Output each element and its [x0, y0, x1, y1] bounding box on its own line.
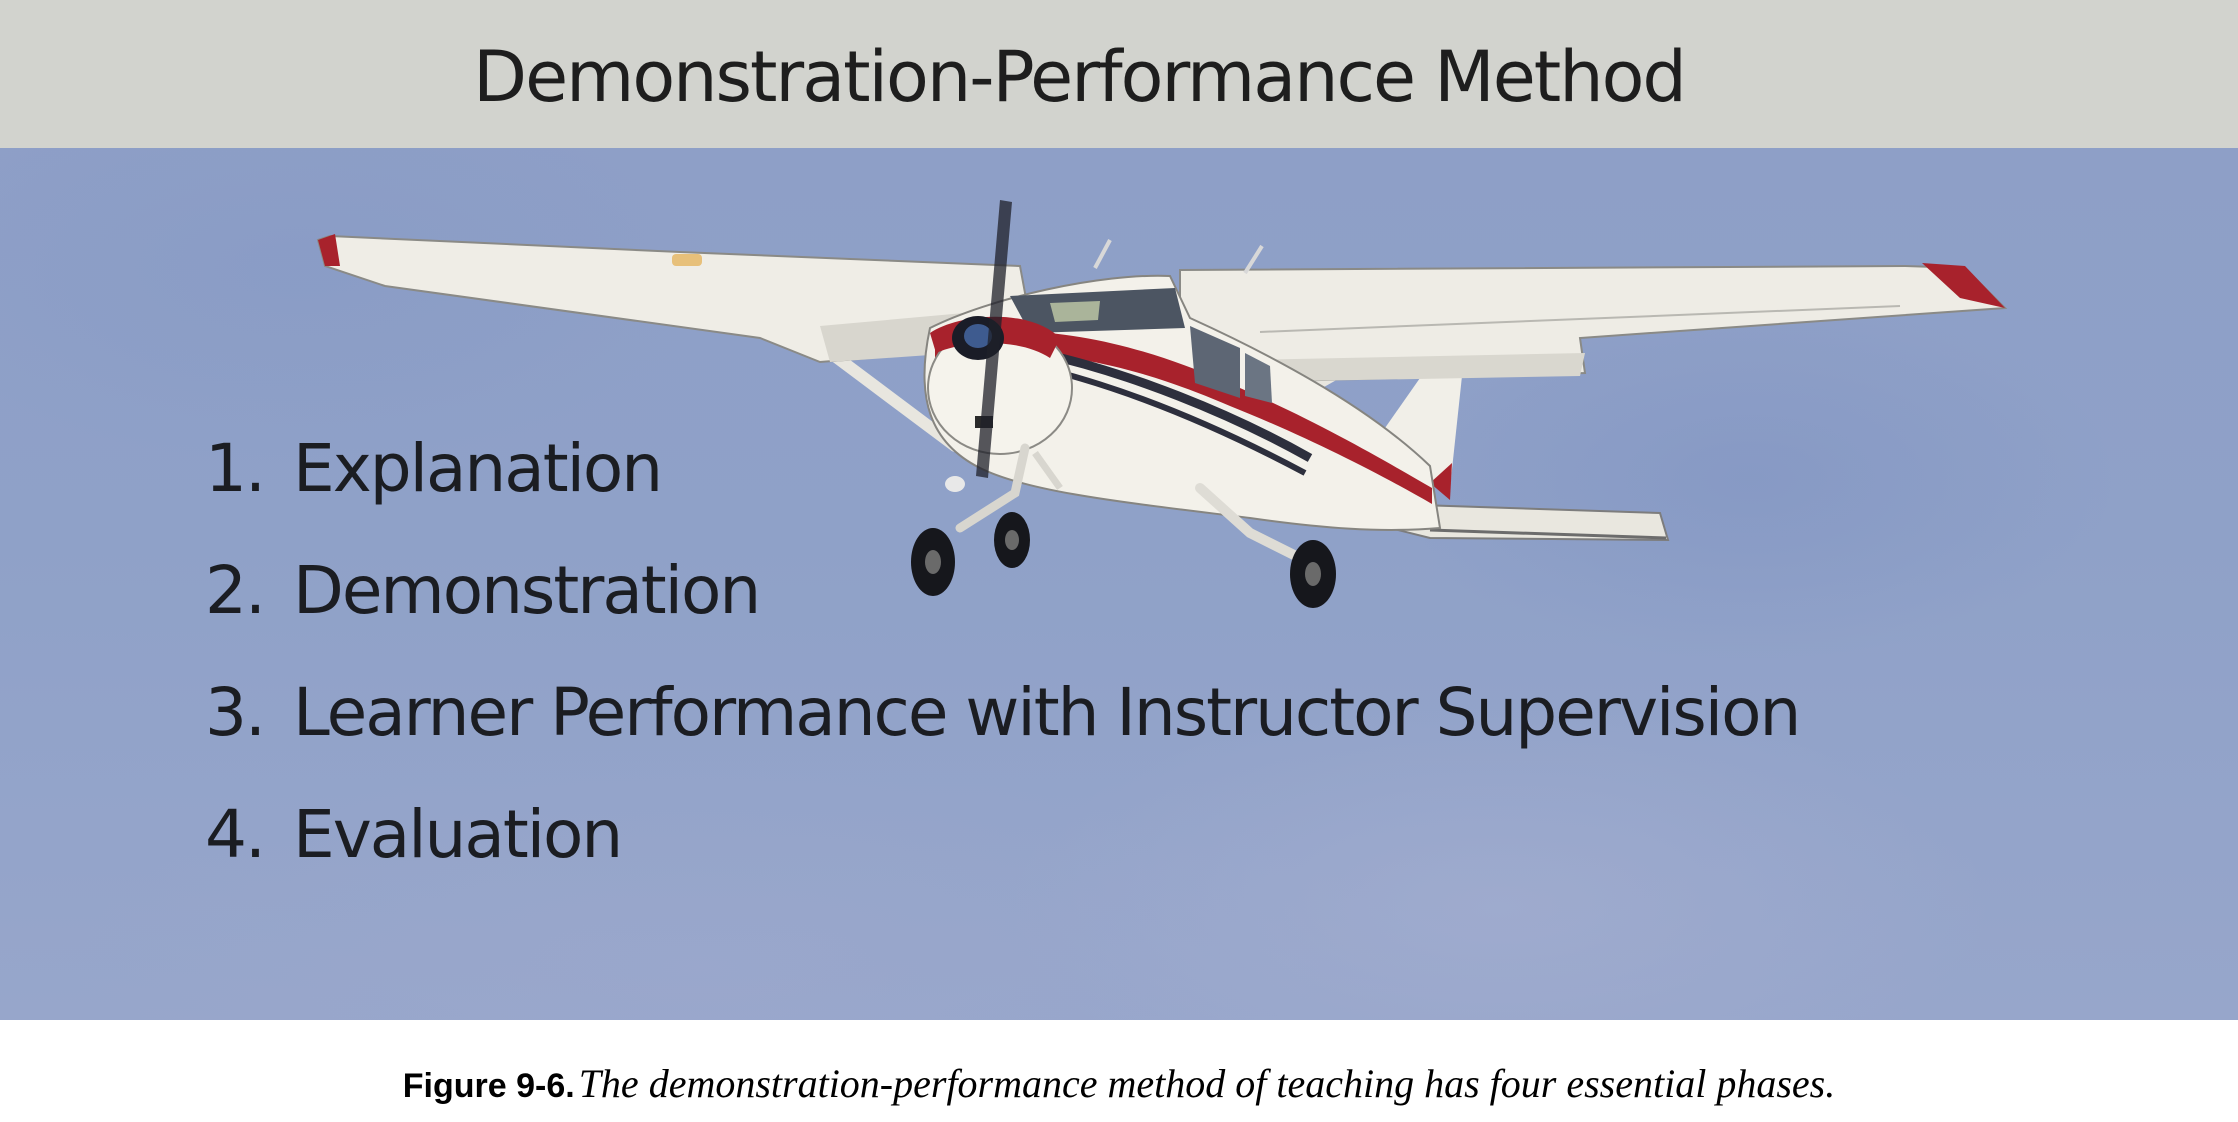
phase-label: Evaluation [293, 796, 623, 873]
phase-number: 2. [205, 552, 266, 629]
list-item: 1. Explanation [205, 430, 1799, 552]
phase-label: Demonstration [293, 552, 761, 629]
phase-number: 1. [205, 430, 266, 507]
phase-number: 3. [205, 674, 266, 751]
phase-label: Learner Performance with Instructor Supe… [293, 674, 1801, 751]
caption-label: Figure 9-6. [402, 1067, 575, 1105]
list-item: 2. Demonstration [205, 552, 1799, 674]
airplane-image [316, 200, 2008, 608]
phase-number: 4. [205, 796, 266, 873]
caption-text: The demonstration-performance method of … [578, 1061, 1836, 1106]
sky-photo: 1. Explanation 2. Demonstration 3. Learn… [0, 148, 2238, 1020]
figure-title: Demonstration-Performance Method [473, 36, 1687, 118]
list-item: 3. Learner Performance with Instructor S… [205, 674, 1801, 796]
list-item: 4. Evaluation [205, 796, 1799, 918]
phase-label: Explanation [293, 430, 663, 507]
figure-caption: Figure 9-6. The demonstration-performanc… [0, 1060, 2238, 1107]
phase-list: 1. Explanation 2. Demonstration 3. Learn… [205, 430, 1801, 918]
title-band: Demonstration-Performance Method [0, 0, 2238, 148]
